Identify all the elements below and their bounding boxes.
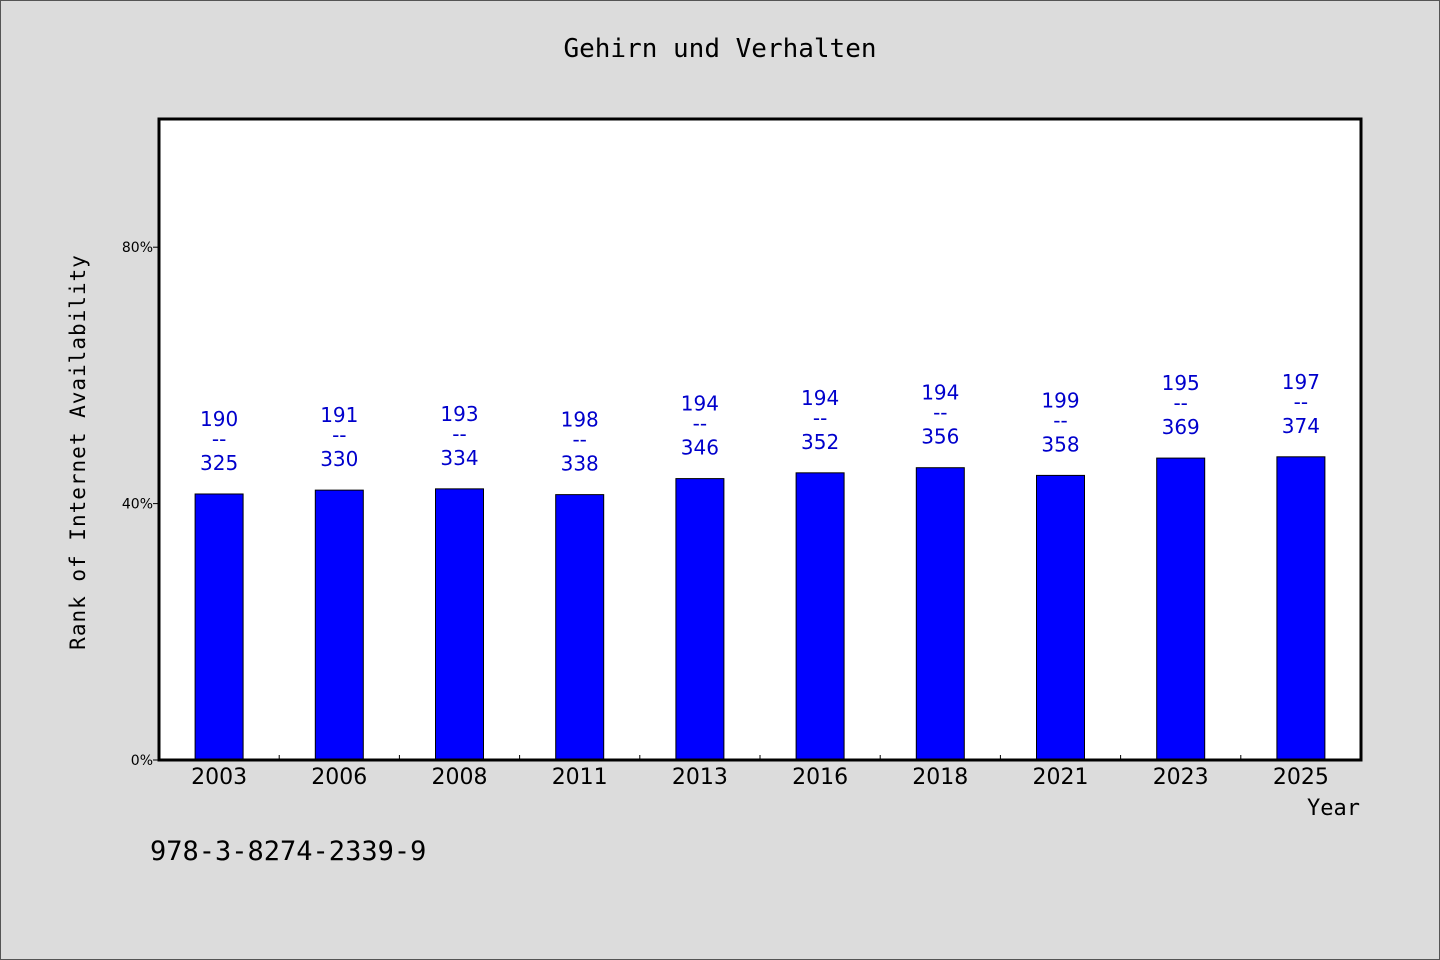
data-label-separator: -- xyxy=(212,427,226,451)
data-label-separator: -- xyxy=(1053,408,1067,432)
data-label-bottom: 346 xyxy=(681,436,719,460)
x-tick-label: 2008 xyxy=(432,765,488,790)
x-ticks-group: 2003 2006 2008 2011 2013 2016 2018 2021 2023 2025 xyxy=(191,755,1329,790)
data-label-top: 190 xyxy=(200,407,238,431)
data-label-top: 191 xyxy=(320,403,358,427)
bar xyxy=(435,488,484,761)
data-label-separator: -- xyxy=(813,406,827,430)
y-ticks-group: 0% 40% 80% xyxy=(122,240,159,769)
data-label-top: 199 xyxy=(1041,388,1079,412)
data-label-bottom: 358 xyxy=(1041,432,1079,456)
x-axis-label: Year xyxy=(1307,796,1360,821)
bar xyxy=(555,494,605,761)
data-label-bottom: 334 xyxy=(440,446,478,470)
chart-title: Gehirn und Verhalten xyxy=(563,34,877,64)
data-label-separator: -- xyxy=(1173,391,1187,415)
bar xyxy=(1156,457,1206,761)
data-label-bottom: 369 xyxy=(1162,415,1200,439)
data-label-separator: -- xyxy=(452,422,466,446)
data-label-bottom: 330 xyxy=(320,447,358,471)
data-label-bottom: 338 xyxy=(561,452,599,476)
x-tick-label: 2025 xyxy=(1273,765,1329,790)
bar xyxy=(1276,456,1326,761)
x-tick-label: 2006 xyxy=(311,765,367,790)
plot-border xyxy=(157,117,1363,762)
data-labels-group: 190--325191--330193--334198--338194--346… xyxy=(200,370,1320,476)
data-label-separator: -- xyxy=(693,412,707,436)
data-label-bottom: 374 xyxy=(1282,414,1320,438)
bar xyxy=(314,489,364,761)
data-label-top: 194 xyxy=(681,392,719,416)
data-label-separator: -- xyxy=(572,428,586,452)
bar xyxy=(915,467,965,761)
bar xyxy=(795,472,845,761)
data-label-top: 194 xyxy=(921,381,959,405)
y-tick-label: 0% xyxy=(131,753,153,769)
data-label-top: 194 xyxy=(801,386,839,410)
x-tick-label: 2011 xyxy=(552,765,608,790)
x-tick-label: 2018 xyxy=(912,765,968,790)
x-tick-label: 2016 xyxy=(792,765,848,790)
y-tick-label: 40% xyxy=(122,497,153,513)
x-tick-label: 2003 xyxy=(191,765,247,790)
y-tick-label: 80% xyxy=(122,240,153,256)
data-label-bottom: 325 xyxy=(200,451,238,475)
data-label-top: 195 xyxy=(1162,371,1200,395)
data-label-bottom: 352 xyxy=(801,430,839,454)
bars-group xyxy=(194,456,1326,761)
data-label-separator: -- xyxy=(332,423,346,447)
data-label-separator: -- xyxy=(933,401,947,425)
x-tick-label: 2013 xyxy=(672,765,728,790)
bar xyxy=(675,478,725,761)
data-label-top: 197 xyxy=(1282,370,1320,394)
x-tick-label: 2021 xyxy=(1033,765,1089,790)
data-label-top: 198 xyxy=(561,408,599,432)
x-tick-label: 2023 xyxy=(1153,765,1209,790)
data-label-bottom: 356 xyxy=(921,425,959,449)
data-label-separator: -- xyxy=(1294,390,1308,414)
bar xyxy=(1036,474,1085,761)
data-label-top: 193 xyxy=(440,402,478,426)
bar xyxy=(194,493,244,761)
isbn-code: 978-3-8274-2339-9 xyxy=(150,836,427,867)
